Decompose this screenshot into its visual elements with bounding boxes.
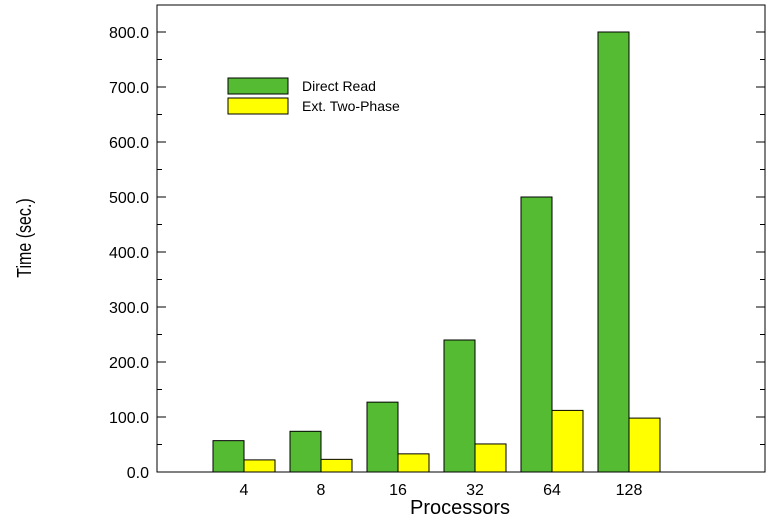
bar-direct-read-8	[289, 430, 322, 473]
bar-direct-read-128	[597, 31, 630, 473]
bar-ext-two-phase-16	[397, 453, 430, 473]
legend-swatch	[227, 97, 289, 115]
y-tick-label: 600.0	[109, 135, 149, 152]
bar-direct-read-32	[443, 339, 476, 473]
y-tick-label: 0.0	[127, 465, 149, 482]
x-tick-label: 64	[543, 482, 561, 499]
bar-ext-two-phase-32	[474, 443, 507, 473]
x-axis-title: Processors	[410, 497, 510, 519]
y-tick-label: 300.0	[109, 300, 149, 317]
y-tick-label: 500.0	[109, 190, 149, 207]
bars	[212, 31, 661, 473]
x-tick-label: 8	[317, 482, 326, 499]
y-tick-label: 400.0	[109, 245, 149, 262]
y-tick-label: 800.0	[109, 25, 149, 42]
legend-label: Ext. Two-Phase	[302, 98, 400, 114]
legend-label: Direct Read	[302, 78, 376, 94]
y-axis: 0.0 100.0 200.0 300.0 400.0 500.0 600.0 700.0 80…	[109, 25, 765, 482]
y-tick-label: 200.0	[109, 355, 149, 372]
x-tick-label: 16	[389, 482, 407, 499]
bar-direct-read-64	[520, 196, 553, 473]
x-tick-label: 32	[466, 482, 484, 499]
bar-ext-two-phase-8	[320, 458, 353, 473]
x-tick-label: 128	[616, 482, 643, 499]
x-tick-label: 4	[240, 482, 249, 499]
legend: Direct Read Ext. Two-Phase	[227, 77, 400, 115]
bar-direct-read-16	[366, 401, 399, 473]
bar-ext-two-phase-64	[551, 409, 584, 473]
bar-direct-read-4	[212, 440, 245, 473]
y-tick-label: 100.0	[109, 410, 149, 427]
bar-ext-two-phase-4	[243, 459, 276, 473]
x-axis: 4 8 16 32 64 128	[240, 482, 643, 499]
bar-ext-two-phase-128	[628, 417, 661, 473]
y-axis-title: Time (sec.)	[13, 198, 35, 277]
y-tick-label: 700.0	[109, 80, 149, 97]
legend-swatch	[227, 77, 289, 95]
